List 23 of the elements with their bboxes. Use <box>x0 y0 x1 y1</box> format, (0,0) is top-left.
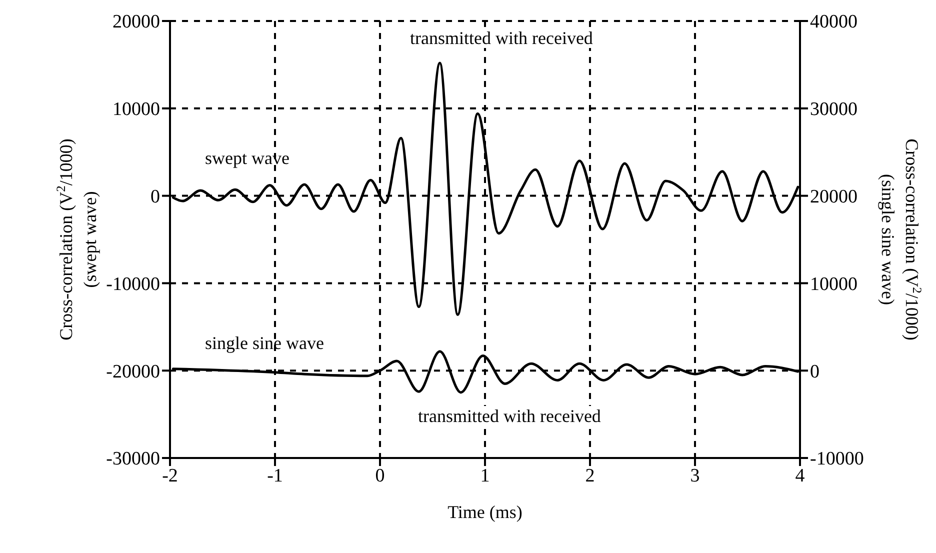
y-tick-label: 10000 <box>112 99 160 120</box>
x-tick-label: 3 <box>690 465 700 486</box>
x-tick-label: -1 <box>267 465 283 486</box>
y2-tick-label: 40000 <box>810 12 858 33</box>
y-tick-label: 20000 <box>112 12 160 33</box>
x-tick-label: 0 <box>375 465 385 486</box>
y-tick-label: 0 <box>150 186 160 208</box>
y2-tick-label: 20000 <box>810 186 858 208</box>
y2-tick-label: -10000 <box>810 448 864 470</box>
x-tick-label: 4 <box>795 465 806 486</box>
annotation: transmitted with received <box>410 28 593 48</box>
x-tick-label: 1 <box>480 465 490 486</box>
x-tick-label: -2 <box>162 465 178 486</box>
annotation: transmitted with received <box>418 406 601 426</box>
y2-tick-label: 30000 <box>810 99 858 120</box>
y-tick-label: -30000 <box>106 448 160 470</box>
y-tick-label: -10000 <box>106 274 160 295</box>
y-tick-label: -20000 <box>106 361 160 382</box>
series-label: swept wave <box>205 148 290 168</box>
y2-tick-label: 10000 <box>810 274 858 295</box>
x-tick-label: 2 <box>585 465 595 486</box>
x-axis-title: Time (ms) <box>448 502 522 522</box>
y2-tick-label: 0 <box>810 361 820 382</box>
